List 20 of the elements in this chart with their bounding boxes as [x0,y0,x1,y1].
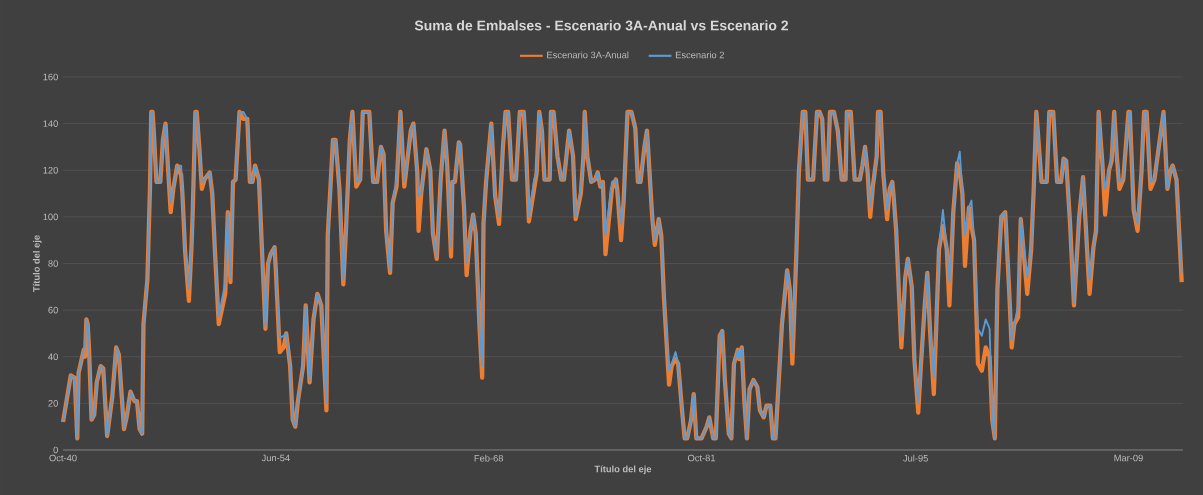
x-tick-label: Feb-68 [474,454,504,462]
x-tick-label: Jul-95 [903,454,928,462]
y-axis-title: Título del eje [32,235,42,292]
y-tick-label: 40 [48,353,58,361]
y-tick-label: 60 [48,306,58,314]
y-tick-label: 120 [43,166,58,174]
y-tick-label: 160 [43,73,58,81]
y-tick-label: 140 [43,120,58,127]
y-tick-label: 100 [43,213,58,221]
legend-label: Escenario 2 [675,51,724,59]
y-tick-label: 80 [48,260,58,267]
x-tick-label: Oct-40 [49,454,77,462]
y-tick-label: 20 [48,400,58,407]
x-tick-label: Mar-09 [1114,454,1143,462]
x-axis-title: Título del eje [594,465,652,475]
legend-label: Escenario 3A-Anual [547,51,629,59]
x-tick-label: Oct-81 [687,454,716,462]
y-tick-label: 0 [53,446,58,454]
chart-title: Suma de Embalses - Escenario 3A-Anual vs Escenario 2 [414,20,789,31]
x-tick-label: Jun-54 [261,454,290,462]
